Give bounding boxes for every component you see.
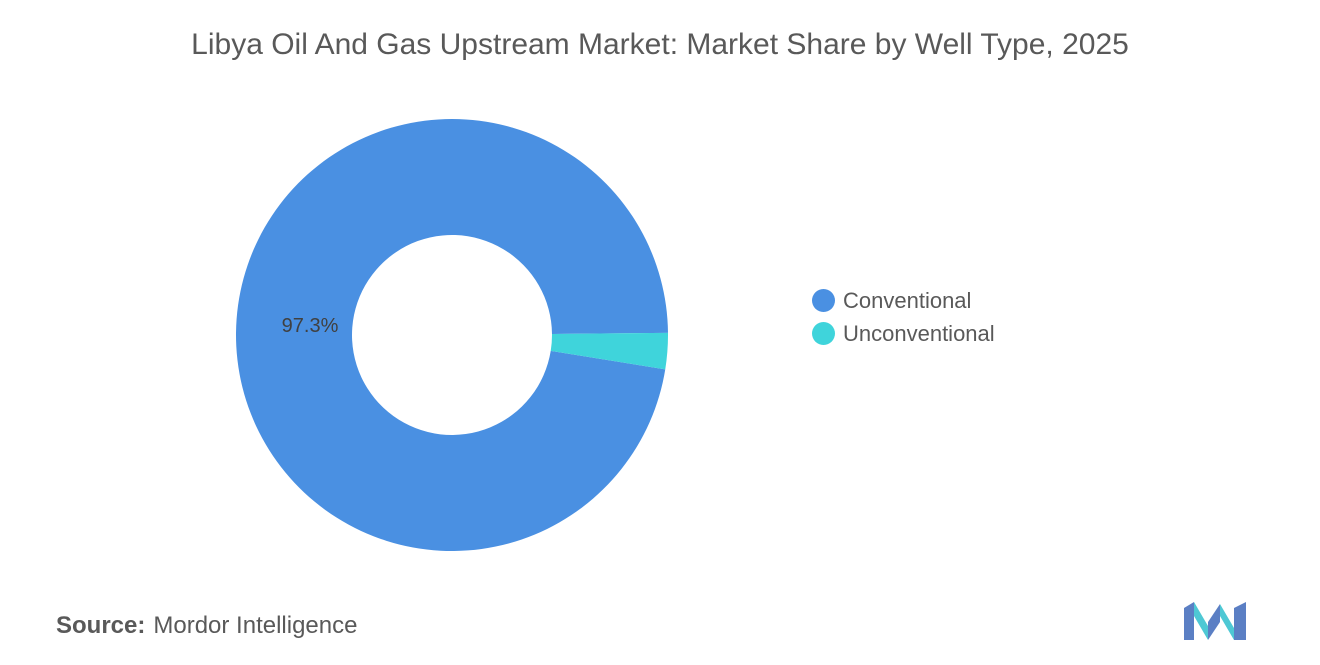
source-label: Source: bbox=[56, 612, 146, 639]
legend-item-unconventional[interactable]: Unconventional bbox=[812, 317, 995, 350]
chart-title: Libya Oil And Gas Upstream Market: Marke… bbox=[191, 28, 1129, 61]
legend-swatch-unconventional bbox=[812, 322, 835, 345]
source-note: Source: Mordor Intelligence bbox=[56, 612, 357, 640]
slice-label-conventional: 97.3% bbox=[282, 315, 339, 337]
slice-conventional[interactable] bbox=[235, 118, 668, 551]
mordor-intelligence-logo-icon bbox=[1184, 602, 1246, 640]
legend-label-unconventional: Unconventional bbox=[843, 320, 995, 346]
source-value: Mordor Intelligence bbox=[153, 612, 358, 639]
slice-unconventional[interactable] bbox=[550, 332, 668, 370]
legend-label-conventional: Conventional bbox=[843, 287, 972, 313]
chart-legend: Conventional Unconventional bbox=[812, 284, 995, 350]
legend-item-conventional[interactable]: Conventional bbox=[812, 284, 995, 317]
legend-swatch-conventional bbox=[812, 289, 835, 312]
